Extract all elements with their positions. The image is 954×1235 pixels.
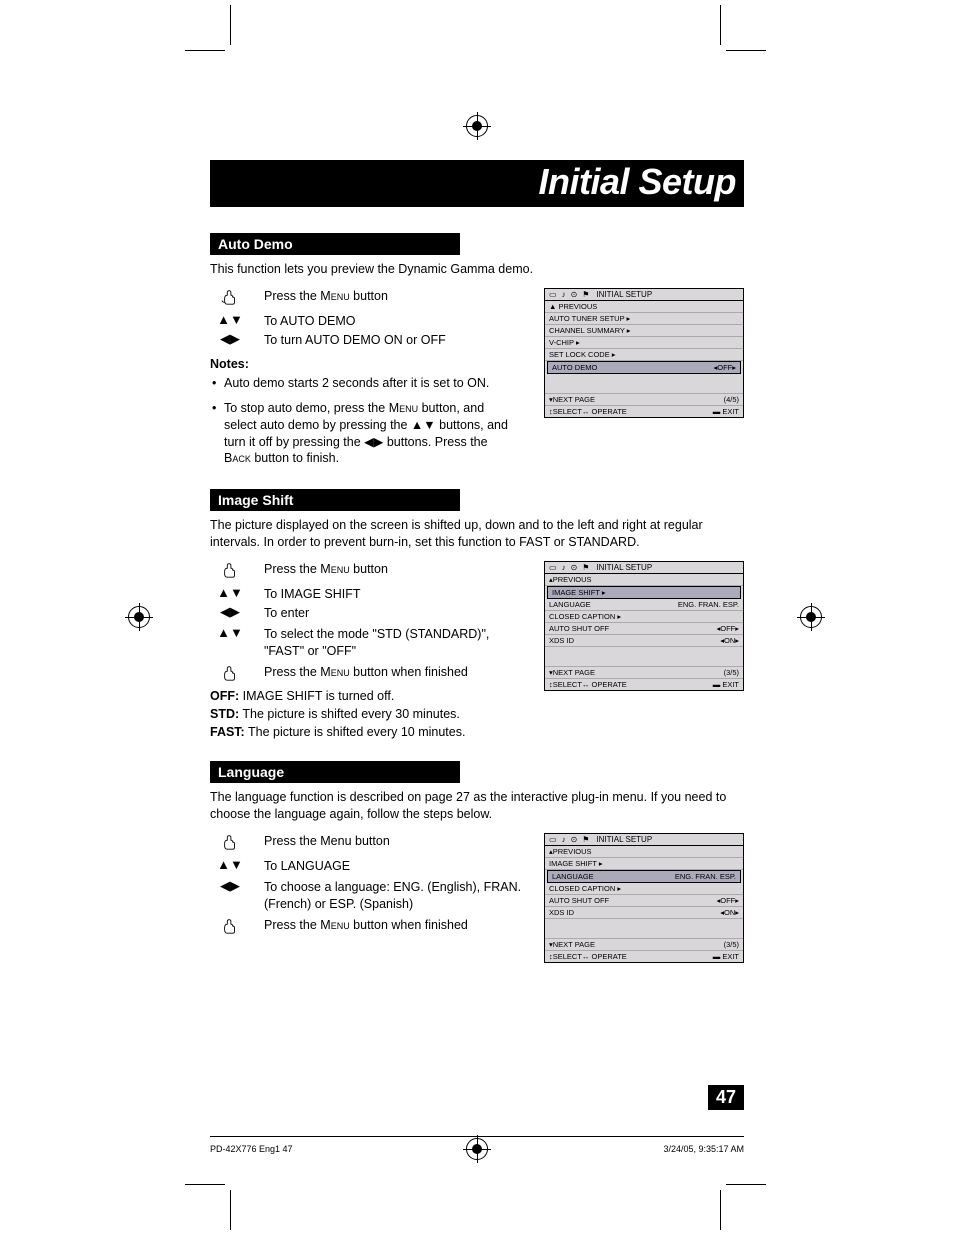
footer-rule (210, 1136, 744, 1137)
osd-row: AUTO SHUT OFF◂OFF▸ (545, 623, 743, 635)
osd-row: LANGUAGEENG. FRAN. ESP. (545, 599, 743, 611)
step-text: Press the Menu button (264, 288, 530, 309)
definition-fast: FAST: The picture is shifted every 10 mi… (210, 725, 530, 739)
osd-row: IMAGE SHIFT ▸ (545, 858, 743, 870)
osd-empty (545, 919, 743, 939)
osd-empty (545, 647, 743, 667)
osd-row: SET LOCK CODE ▸ (545, 349, 743, 361)
up-down-arrows-icon: ▲▼ (210, 313, 250, 330)
section-header-language: Language (210, 761, 460, 783)
osd-footer: ↕SELECT↔ OPERATE▬ EXIT (545, 406, 743, 417)
osd-row: IMAGE SHIFT ▸ (547, 586, 741, 599)
up-down-arrows-icon: ▲▼ (210, 626, 250, 660)
osd-menu-auto-demo: ▭♪⊙⚑ INITIAL SETUP ▲ PREVIOUS AUTO TUNER… (544, 288, 744, 418)
osd-menu-image-shift: ▭♪⊙⚑ INITIAL SETUP ▴PREVIOUS IMAGE SHIFT… (544, 561, 744, 691)
osd-row: V-CHIP ▸ (545, 337, 743, 349)
hand-press-icon (210, 561, 250, 582)
registration-mark-icon (128, 606, 150, 628)
step-text: To select the mode "STD (STANDARD)", "FA… (264, 626, 530, 660)
language-intro: The language function is described on pa… (210, 789, 744, 823)
osd-row: LANGUAGEENG. FRAN. ESP. (547, 870, 741, 883)
osd-row: AUTO DEMO◂OFF▸ (547, 361, 741, 374)
left-right-arrows-icon: ◀▶ (210, 605, 250, 622)
osd-header: ▭♪⊙⚑ INITIAL SETUP (545, 562, 743, 574)
notes-list: Auto demo starts 2 seconds after it is s… (210, 375, 530, 467)
up-down-arrows-icon: ▲▼ (210, 858, 250, 875)
definition-off: OFF: IMAGE SHIFT is turned off. (210, 689, 530, 703)
osd-row: ▲ PREVIOUS (545, 301, 743, 313)
footer-left: PD-42X776 Eng1 47 (210, 1144, 293, 1154)
osd-row: ▴PREVIOUS (545, 574, 743, 586)
osd-row: XDS ID◂ON▸ (545, 635, 743, 647)
left-right-arrows-icon: ◀▶ (210, 332, 250, 349)
step-text: Press the Menu button (264, 561, 530, 582)
osd-row: CLOSED CAPTION ▸ (545, 611, 743, 623)
osd-title: INITIAL SETUP (596, 835, 652, 844)
osd-header: ▭♪⊙⚑ INITIAL SETUP (545, 834, 743, 846)
step-text: To enter (264, 605, 530, 622)
osd-footer: ↕SELECT↔ OPERATE▬ EXIT (545, 679, 743, 690)
auto-demo-intro: This function lets you preview the Dynam… (210, 261, 744, 278)
osd-row: ▴PREVIOUS (545, 846, 743, 858)
hand-press-icon (210, 288, 250, 309)
step-text: To IMAGE SHIFT (264, 586, 530, 603)
osd-title: INITIAL SETUP (596, 290, 652, 299)
step-text: Press the Menu button (264, 833, 530, 854)
crop-mark (185, 50, 225, 51)
step-text: To LANGUAGE (264, 858, 530, 875)
osd-row: CLOSED CAPTION ▸ (545, 883, 743, 895)
crop-mark (726, 50, 766, 51)
crop-mark (720, 5, 721, 45)
registration-mark-icon (466, 1138, 488, 1160)
osd-row: XDS ID◂ON▸ (545, 907, 743, 919)
hand-press-icon (210, 917, 250, 938)
crop-mark (185, 1184, 225, 1185)
osd-row: CHANNEL SUMMARY ▸ (545, 325, 743, 337)
hand-press-icon (210, 833, 250, 854)
osd-menu-language: ▭♪⊙⚑ INITIAL SETUP ▴PREVIOUS IMAGE SHIFT… (544, 833, 744, 963)
footer-right: 3/24/05, 9:35:17 AM (663, 1144, 744, 1154)
crop-mark (230, 1190, 231, 1230)
page-title: Initial Setup (210, 160, 744, 207)
osd-header: ▭♪⊙⚑ INITIAL SETUP (545, 289, 743, 301)
notes-label: Notes: (210, 357, 530, 371)
left-right-arrows-icon: ◀▶ (364, 435, 383, 449)
step-text: Press the Menu button when finished (264, 664, 530, 685)
registration-mark-icon (800, 606, 822, 628)
crop-mark (720, 1190, 721, 1230)
step-text: To turn AUTO DEMO ON or OFF (264, 332, 530, 349)
image-shift-intro: The picture displayed on the screen is s… (210, 517, 744, 551)
osd-footer: ▾NEXT PAGE(3/5) (545, 667, 743, 679)
section-header-image-shift: Image Shift (210, 489, 460, 511)
up-down-arrows-icon: ▲▼ (411, 418, 436, 432)
registration-mark-icon (466, 115, 488, 137)
osd-title: INITIAL SETUP (596, 563, 652, 572)
osd-footer: ▾NEXT PAGE(4/5) (545, 394, 743, 406)
up-down-arrows-icon: ▲▼ (210, 586, 250, 603)
osd-row: AUTO SHUT OFF◂OFF▸ (545, 895, 743, 907)
note-item: Auto demo starts 2 seconds after it is s… (210, 375, 510, 392)
osd-empty (545, 374, 743, 394)
osd-footer: ↕SELECT↔ OPERATE▬ EXIT (545, 951, 743, 962)
note-item: To stop auto demo, press the Menu button… (210, 400, 510, 468)
crop-mark (726, 1184, 766, 1185)
step-text: To AUTO DEMO (264, 313, 530, 330)
section-header-auto-demo: Auto Demo (210, 233, 460, 255)
definition-std: STD: The picture is shifted every 30 min… (210, 707, 530, 721)
crop-mark (230, 5, 231, 45)
step-text: To choose a language: ENG. (English), FR… (264, 879, 530, 913)
step-text: Press the Menu button when finished (264, 917, 530, 938)
osd-footer: ▾NEXT PAGE(3/5) (545, 939, 743, 951)
page-number: 47 (708, 1085, 744, 1110)
hand-press-icon (210, 664, 250, 685)
osd-row: AUTO TUNER SETUP ▸ (545, 313, 743, 325)
left-right-arrows-icon: ◀▶ (210, 879, 250, 913)
